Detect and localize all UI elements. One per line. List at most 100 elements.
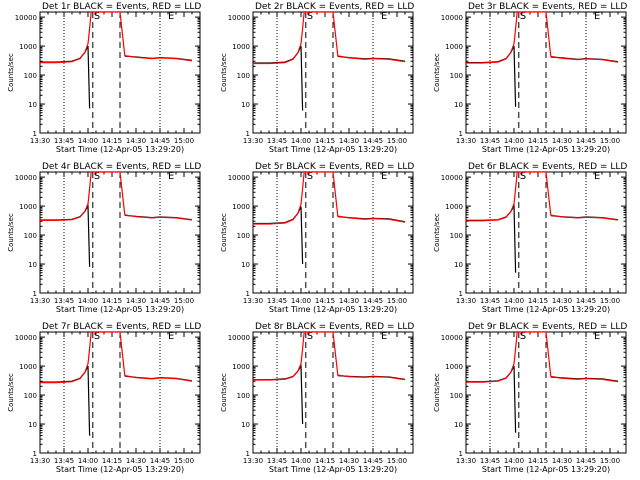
x-tick-label: 13:45 <box>267 297 287 305</box>
x-axis-label: Start Time (12-Apr-05 13:29:20) <box>269 305 397 314</box>
y-tick-label: 10000 <box>15 14 37 22</box>
y-tick-label: 10 <box>241 101 250 109</box>
y-tick-label: 1 <box>33 130 37 138</box>
end-marker-label: E <box>168 331 174 342</box>
x-axis-label: Start Time (12-Apr-05 13:29:20) <box>482 305 610 314</box>
y-tick-label: 1000 <box>232 363 250 371</box>
x-tick-label: 14:00 <box>291 137 311 145</box>
y-axis-label: Counts/sec <box>7 373 15 412</box>
start-marker-label: S <box>520 171 526 182</box>
y-tick-label: 1 <box>33 450 37 458</box>
x-tick-label: 15:00 <box>387 297 407 305</box>
x-tick-label: 14:30 <box>552 457 572 465</box>
x-tick-label: 14:15 <box>102 137 122 145</box>
y-tick-label: 10000 <box>15 334 37 342</box>
x-tick-label: 14:45 <box>363 297 383 305</box>
end-marker-label: E <box>594 171 600 182</box>
events-series-line <box>40 365 193 436</box>
panel-title: Det 8r BLACK = Events, RED = LLD <box>255 322 414 332</box>
panel-title: Det 5r BLACK = Events, RED = LLD <box>255 162 414 172</box>
y-axis-label: Counts/sec <box>220 213 228 252</box>
x-tick-label: 13:30 <box>30 457 50 465</box>
events-series-line <box>253 45 406 111</box>
y-tick-label: 1000 <box>19 43 37 51</box>
x-tick-label: 15:00 <box>600 137 620 145</box>
x-tick-label: 15:00 <box>600 297 620 305</box>
x-tick-label: 14:45 <box>150 457 170 465</box>
y-tick-label: 10 <box>241 421 250 429</box>
x-tick-label: 14:00 <box>291 457 311 465</box>
x-tick-label: 13:45 <box>267 137 287 145</box>
lld-series-line <box>253 172 406 225</box>
panel-title: Det 7r BLACK = Events, RED = LLD <box>42 322 201 332</box>
detector-panel: Det 6r BLACK = Events, RED = LLD 1 10 100 10… <box>433 162 627 314</box>
end-marker-label: E <box>381 11 387 22</box>
x-axis-label: Start Time (12-Apr-05 13:29:20) <box>269 145 397 154</box>
x-tick-label: 14:00 <box>78 137 98 145</box>
start-marker-label: S <box>94 11 100 22</box>
y-axis-label: Counts/sec <box>220 53 228 92</box>
y-tick-label: 1 <box>246 450 250 458</box>
x-tick-label: 15:00 <box>174 297 194 305</box>
detector-panel: Det 9r BLACK = Events, RED = LLD 1 10 100 10… <box>433 322 627 474</box>
panel-title: Det 6r BLACK = Events, RED = LLD <box>468 162 627 172</box>
y-axis-label: Counts/sec <box>7 213 15 252</box>
y-tick-label: 1000 <box>19 203 37 211</box>
detector-panel: Det 1r BLACK = Events, RED = LLD 1 10 100 10… <box>7 2 201 154</box>
panel-title: Det 9r BLACK = Events, RED = LLD <box>468 322 627 332</box>
x-tick-label: 14:15 <box>315 137 335 145</box>
start-marker-label: S <box>307 171 313 182</box>
x-tick-label: 13:30 <box>456 457 476 465</box>
x-tick-label: 14:45 <box>150 297 170 305</box>
x-tick-label: 13:45 <box>267 457 287 465</box>
x-tick-label: 14:45 <box>576 137 596 145</box>
y-tick-label: 10 <box>454 421 463 429</box>
end-marker-label: E <box>168 171 174 182</box>
y-tick-label: 1000 <box>445 43 463 51</box>
y-axis-label: Counts/sec <box>7 53 15 92</box>
y-tick-label: 10000 <box>228 174 250 182</box>
start-marker-label: S <box>307 331 313 342</box>
x-tick-label: 15:00 <box>600 457 620 465</box>
events-series-line <box>466 45 619 107</box>
y-tick-label: 10 <box>454 101 463 109</box>
lld-series-line <box>466 332 619 383</box>
y-tick-label: 1 <box>459 130 463 138</box>
x-tick-label: 14:15 <box>528 137 548 145</box>
end-marker-label: E <box>168 11 174 22</box>
x-tick-label: 14:30 <box>552 137 572 145</box>
end-marker-label: E <box>381 331 387 342</box>
x-tick-label: 14:00 <box>78 457 98 465</box>
x-tick-label: 14:45 <box>576 457 596 465</box>
panel-title: Det 2r BLACK = Events, RED = LLD <box>255 2 414 12</box>
y-tick-label: 1 <box>246 290 250 298</box>
y-tick-label: 100 <box>450 232 463 240</box>
lld-series-line <box>253 12 406 65</box>
end-marker-label: E <box>381 171 387 182</box>
x-tick-label: 14:30 <box>339 137 359 145</box>
events-series-line <box>466 365 619 433</box>
x-tick-label: 13:30 <box>30 297 50 305</box>
detector-panel: Det 3r BLACK = Events, RED = LLD 1 10 100 10… <box>433 2 627 154</box>
lld-series-line <box>466 12 619 64</box>
x-tick-label: 14:15 <box>102 457 122 465</box>
end-marker-label: E <box>594 11 600 22</box>
x-tick-label: 13:30 <box>243 297 263 305</box>
events-series-line <box>253 364 406 425</box>
detector-panel: Det 8r BLACK = Events, RED = LLD 1 10 100 10… <box>220 322 414 474</box>
x-tick-label: 14:45 <box>363 457 383 465</box>
x-tick-label: 14:15 <box>528 297 548 305</box>
y-tick-label: 100 <box>237 232 250 240</box>
panel-title: Det 4r BLACK = Events, RED = LLD <box>42 162 201 172</box>
x-tick-label: 15:00 <box>174 137 194 145</box>
x-tick-label: 13:30 <box>243 457 263 465</box>
y-tick-label: 10000 <box>441 14 463 22</box>
x-tick-label: 13:45 <box>54 457 74 465</box>
x-axis-label: Start Time (12-Apr-05 13:29:20) <box>482 145 610 154</box>
x-tick-label: 13:30 <box>456 137 476 145</box>
detector-panel: Det 4r BLACK = Events, RED = LLD 1 10 100 10… <box>7 162 201 314</box>
x-tick-label: 14:00 <box>291 297 311 305</box>
detector-panel: Det 7r BLACK = Events, RED = LLD 1 10 100 10… <box>7 322 201 474</box>
x-tick-label: 14:30 <box>126 137 146 145</box>
